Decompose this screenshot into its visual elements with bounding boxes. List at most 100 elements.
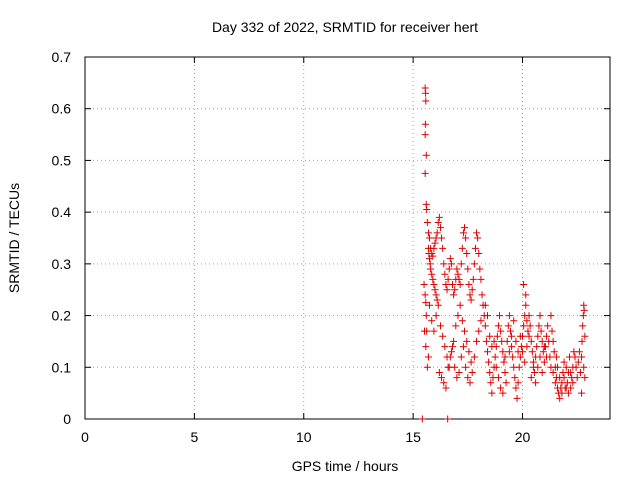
data-point <box>572 363 580 371</box>
data-point <box>424 353 432 361</box>
x-tick-labels: 0 5 10 15 20 <box>81 429 530 445</box>
x-tick-label: 0 <box>81 429 89 445</box>
data-point <box>444 363 452 371</box>
data-point <box>428 317 436 325</box>
data-point <box>540 343 548 351</box>
data-point <box>440 260 448 268</box>
data-point <box>520 281 528 289</box>
data-point <box>463 337 471 345</box>
data-point <box>433 296 441 304</box>
data-point <box>473 229 481 237</box>
data-points <box>418 84 589 423</box>
data-point <box>551 379 559 387</box>
data-point <box>544 322 552 330</box>
data-point <box>500 358 508 366</box>
data-point <box>427 265 435 273</box>
data-point <box>430 244 438 252</box>
data-point <box>580 306 588 314</box>
data-point <box>443 286 451 294</box>
data-point <box>501 368 509 376</box>
data-point <box>534 332 542 340</box>
data-point <box>455 275 463 283</box>
data-point <box>527 374 535 382</box>
data-point <box>540 358 548 366</box>
data-point <box>422 151 430 159</box>
data-point <box>491 353 499 361</box>
data-point <box>436 224 444 232</box>
data-point <box>469 275 477 283</box>
data-point <box>509 353 517 361</box>
data-point <box>421 169 429 177</box>
data-point <box>447 260 455 268</box>
data-point <box>470 353 478 361</box>
data-point <box>494 322 502 330</box>
data-point <box>547 312 555 320</box>
data-point <box>464 374 472 382</box>
data-point <box>535 322 543 330</box>
data-point <box>423 363 431 371</box>
data-point <box>470 260 478 268</box>
data-point <box>536 312 544 320</box>
data-point <box>444 415 452 423</box>
data-point <box>497 384 505 392</box>
data-point <box>499 389 507 397</box>
data-point <box>434 218 442 226</box>
data-point <box>476 265 484 273</box>
data-point <box>463 250 471 258</box>
data-point <box>440 379 448 387</box>
data-point <box>511 374 519 382</box>
data-point <box>578 353 586 361</box>
data-point <box>578 389 586 397</box>
data-point <box>453 265 461 273</box>
x-axis-label: GPS time / hours <box>292 458 399 474</box>
data-point <box>549 337 557 345</box>
data-point <box>508 343 516 351</box>
data-point <box>512 384 520 392</box>
data-point <box>459 229 467 237</box>
data-point <box>487 379 495 387</box>
data-point <box>554 363 561 371</box>
data-point <box>490 337 498 345</box>
data-point <box>461 224 469 232</box>
data-point <box>508 332 516 340</box>
x-tick-label: 5 <box>190 429 198 445</box>
data-point <box>462 234 470 242</box>
data-point <box>527 337 535 345</box>
data-point <box>505 348 513 356</box>
data-point <box>421 131 429 139</box>
data-point <box>446 255 454 263</box>
data-point <box>504 322 512 330</box>
data-point <box>486 332 494 340</box>
data-point <box>468 368 476 376</box>
data-point <box>478 291 486 299</box>
data-point <box>461 327 469 335</box>
data-point <box>457 353 465 361</box>
data-point <box>493 332 501 340</box>
data-point <box>514 379 522 387</box>
data-point <box>539 348 547 356</box>
data-point <box>426 301 434 309</box>
data-point <box>550 348 558 356</box>
y-tick-label: 0 <box>63 411 71 427</box>
data-point <box>481 301 489 309</box>
data-point <box>449 343 456 351</box>
data-point <box>428 270 436 278</box>
data-point <box>481 322 489 330</box>
data-point <box>548 327 556 335</box>
chart-title: Day 332 of 2022, SRMTID for receiver her… <box>212 19 478 35</box>
data-point <box>438 234 446 242</box>
data-point <box>452 322 460 330</box>
data-point <box>579 322 587 330</box>
data-point <box>525 332 533 340</box>
data-point <box>506 327 514 335</box>
data-point <box>467 358 475 366</box>
data-point <box>418 415 426 423</box>
data-point <box>477 275 485 283</box>
data-point <box>497 327 505 335</box>
data-point <box>488 343 496 351</box>
data-point <box>501 353 509 361</box>
data-point <box>575 348 583 356</box>
data-point <box>453 374 461 382</box>
data-point <box>422 97 430 105</box>
